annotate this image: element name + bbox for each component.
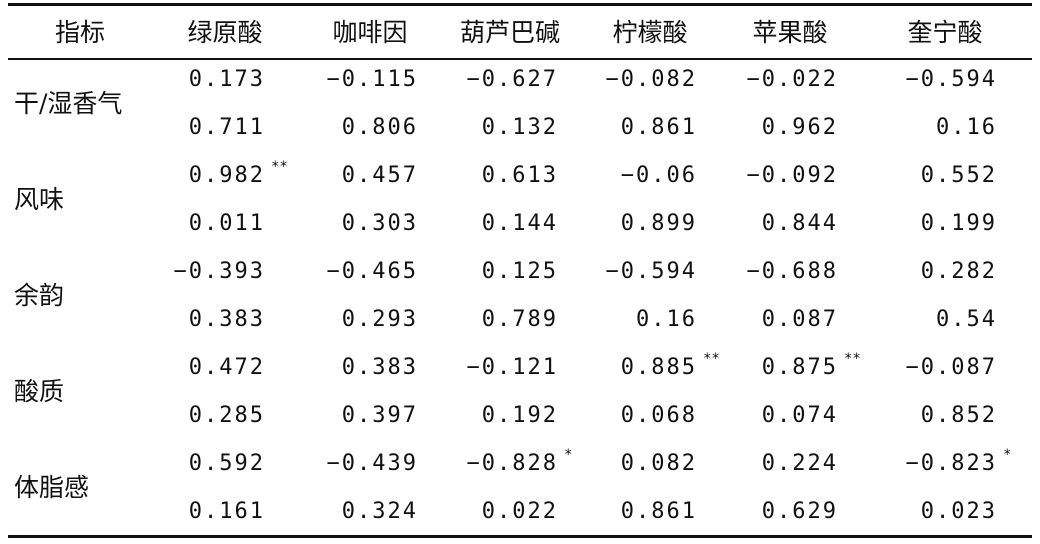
value-cell: 0.592 <box>188 451 265 476</box>
value-cell: 0.844 <box>761 211 838 236</box>
value-cell: 0.144 <box>481 211 558 236</box>
value-cell: 0.082 <box>620 451 697 476</box>
value-cell: 0.711 <box>188 115 265 140</box>
value-cell: 0.285 <box>188 403 265 428</box>
row-label: 干/湿香气 <box>14 89 123 118</box>
value-cell: 0.16 <box>636 307 697 332</box>
header-cell: 苹果酸 <box>752 18 828 47</box>
value-cell: 0.383 <box>188 307 265 332</box>
header-cell: 葫芦巴碱 <box>459 18 560 47</box>
value-cell: 0.629 <box>761 499 838 524</box>
header-cell: 指标 <box>54 18 105 47</box>
value-cell: 0.068 <box>620 403 697 428</box>
value-cell: 0.472 <box>188 355 265 380</box>
value-cell: 0.224 <box>761 451 838 476</box>
significance-mark: ** <box>844 351 861 367</box>
value-cell: 0.457 <box>341 163 418 188</box>
value-cell: −0.828 <box>466 451 558 476</box>
header-rule <box>8 58 1032 60</box>
value-cell: −0.465 <box>326 259 418 284</box>
value-cell: −0.121 <box>466 355 558 380</box>
value-cell: 0.806 <box>341 115 418 140</box>
value-cell: 0.303 <box>341 211 418 236</box>
value-cell: 0.324 <box>341 499 418 524</box>
value-cell: 0.552 <box>920 163 997 188</box>
value-cell: −0.594 <box>905 67 997 92</box>
value-cell: −0.115 <box>326 67 418 92</box>
value-cell: 0.173 <box>188 67 265 92</box>
significance-mark: ** <box>703 351 720 367</box>
value-cell: 0.023 <box>920 499 997 524</box>
value-cell: −0.627 <box>466 67 558 92</box>
significance-mark: * <box>564 447 573 463</box>
value-cell: 0.293 <box>341 307 418 332</box>
value-cell: 0.982 <box>188 163 265 188</box>
row-label: 酸质 <box>14 377 65 406</box>
value-cell: 0.011 <box>188 211 265 236</box>
value-cell: −0.087 <box>905 355 997 380</box>
header-cell: 奎宁酸 <box>907 18 983 47</box>
value-cell: 0.875 <box>761 355 838 380</box>
value-cell: 0.861 <box>620 499 697 524</box>
value-cell: −0.823 <box>905 451 997 476</box>
header-cell: 柠檬酸 <box>612 18 688 47</box>
value-cell: 0.022 <box>481 499 558 524</box>
value-cell: 0.885 <box>620 355 697 380</box>
value-cell: 0.383 <box>341 355 418 380</box>
value-cell: 0.199 <box>920 211 997 236</box>
row-label: 余韵 <box>14 281 65 310</box>
value-cell: −0.594 <box>605 259 697 284</box>
value-cell: −0.439 <box>326 451 418 476</box>
value-cell: 0.852 <box>920 403 997 428</box>
value-cell: 0.087 <box>761 307 838 332</box>
row-label: 风味 <box>14 185 65 214</box>
value-cell: 0.074 <box>761 403 838 428</box>
value-cell: 0.54 <box>936 307 997 332</box>
value-cell: 0.899 <box>620 211 697 236</box>
value-cell: 0.16 <box>936 115 997 140</box>
value-cell: −0.082 <box>605 67 697 92</box>
value-cell: −0.06 <box>620 163 697 188</box>
value-cell: −0.092 <box>746 163 838 188</box>
value-cell: 0.789 <box>481 307 558 332</box>
significance-mark: ** <box>271 159 288 175</box>
value-cell: 0.282 <box>920 259 997 284</box>
significance-mark: * <box>1003 447 1012 463</box>
value-cell: 0.125 <box>481 259 558 284</box>
value-cell: −0.688 <box>746 259 838 284</box>
value-cell: 0.613 <box>481 163 558 188</box>
header-cell: 绿原酸 <box>187 18 263 47</box>
value-cell: 0.161 <box>188 499 265 524</box>
header-cell: 咖啡因 <box>332 18 408 47</box>
value-cell: 0.192 <box>481 403 558 428</box>
value-cell: 0.397 <box>341 403 418 428</box>
bottom-rule <box>8 535 1032 538</box>
value-cell: 0.132 <box>481 115 558 140</box>
row-label: 体脂感 <box>14 473 90 502</box>
value-cell: 0.962 <box>761 115 838 140</box>
top-rule <box>8 3 1032 6</box>
value-cell: 0.861 <box>620 115 697 140</box>
value-cell: −0.393 <box>173 259 265 284</box>
value-cell: −0.022 <box>746 67 838 92</box>
